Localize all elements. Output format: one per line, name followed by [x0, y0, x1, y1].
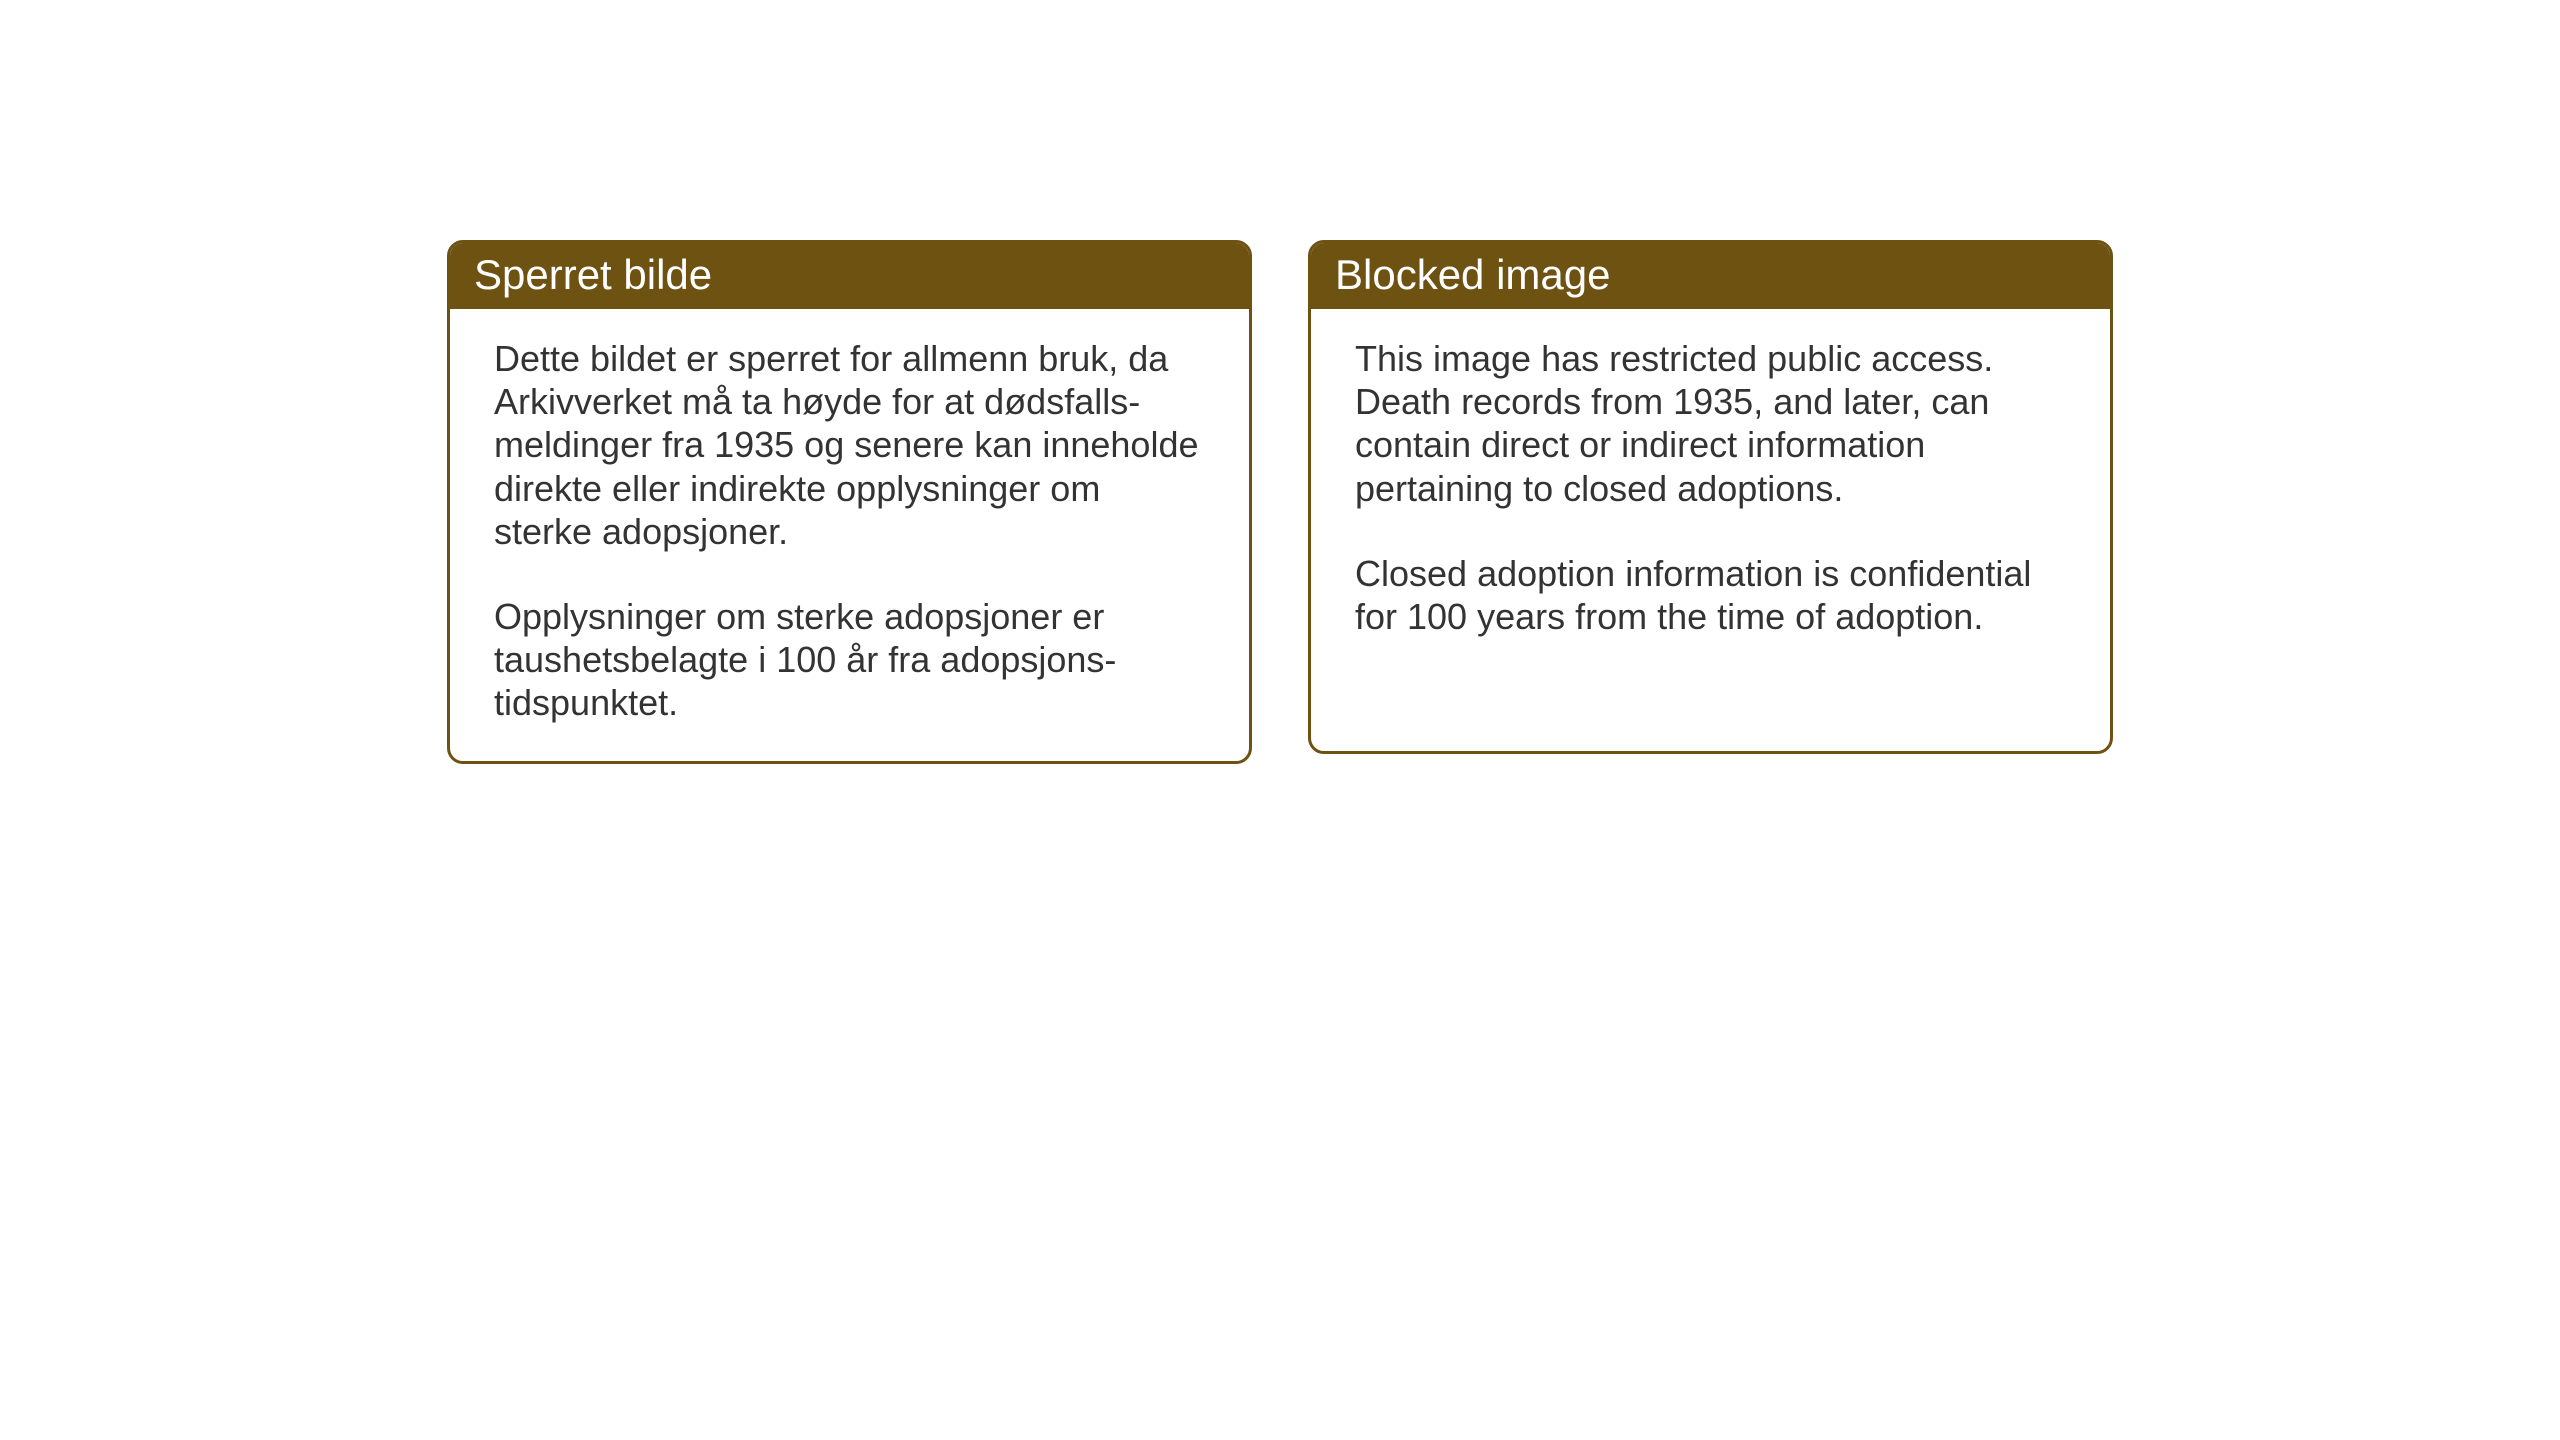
notice-card-norwegian: Sperret bilde Dette bildet er sperret fo… [447, 240, 1252, 764]
card-title-english: Blocked image [1335, 251, 1610, 298]
notice-card-english: Blocked image This image has restricted … [1308, 240, 2113, 754]
card-title-norwegian: Sperret bilde [474, 251, 712, 298]
card-paragraph2-english: Closed adoption information is confident… [1355, 552, 2066, 638]
card-paragraph1-english: This image has restricted public access.… [1355, 337, 2066, 510]
card-body-english: This image has restricted public access.… [1311, 309, 2110, 674]
card-paragraph1-norwegian: Dette bildet er sperret for allmenn bruk… [494, 337, 1205, 553]
card-header-norwegian: Sperret bilde [450, 243, 1249, 309]
notice-container: Sperret bilde Dette bildet er sperret fo… [447, 240, 2113, 764]
card-body-norwegian: Dette bildet er sperret for allmenn bruk… [450, 309, 1249, 761]
card-paragraph2-norwegian: Opplysninger om sterke adopsjoner er tau… [494, 595, 1205, 725]
card-header-english: Blocked image [1311, 243, 2110, 309]
